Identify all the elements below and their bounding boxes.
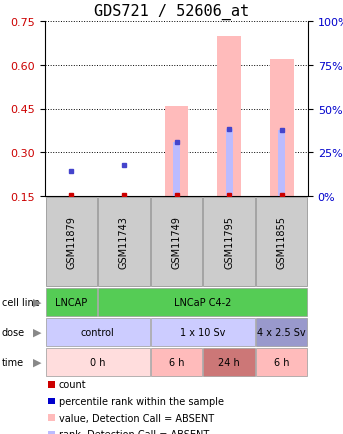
Text: count: count (59, 380, 86, 390)
Text: LNCaP C4-2: LNCaP C4-2 (174, 297, 232, 307)
Text: dose: dose (2, 327, 25, 337)
Text: LNCAP: LNCAP (55, 297, 87, 307)
Text: GSM11879: GSM11879 (66, 216, 76, 268)
Bar (173, 143, 180, 197)
Text: ▶: ▶ (33, 357, 41, 367)
Text: 1 x 10 Sv: 1 x 10 Sv (180, 327, 225, 337)
Bar (217, 36, 241, 197)
Text: control: control (81, 327, 115, 337)
Text: 4 x 2.5 Sv: 4 x 2.5 Sv (257, 327, 306, 337)
Text: 24 h: 24 h (218, 357, 240, 367)
Text: time: time (2, 357, 24, 367)
Text: 6 h: 6 h (274, 357, 289, 367)
Text: cell line: cell line (2, 297, 39, 307)
Bar (165, 106, 188, 197)
Text: GSM11795: GSM11795 (224, 216, 234, 268)
Bar (270, 60, 294, 197)
Bar (226, 130, 233, 197)
Text: GDS721 / 52606_at: GDS721 / 52606_at (94, 4, 249, 20)
Text: ▶: ▶ (33, 297, 41, 307)
Text: GSM11743: GSM11743 (119, 216, 129, 268)
Text: GSM11855: GSM11855 (277, 216, 287, 268)
Bar (278, 131, 285, 197)
Text: percentile rank within the sample: percentile rank within the sample (59, 396, 224, 406)
Text: rank, Detection Call = ABSENT: rank, Detection Call = ABSENT (59, 429, 209, 434)
Text: GSM11749: GSM11749 (172, 216, 181, 268)
Text: value, Detection Call = ABSENT: value, Detection Call = ABSENT (59, 413, 214, 423)
Text: 6 h: 6 h (169, 357, 184, 367)
Text: 0 h: 0 h (90, 357, 105, 367)
Text: ▶: ▶ (33, 327, 41, 337)
